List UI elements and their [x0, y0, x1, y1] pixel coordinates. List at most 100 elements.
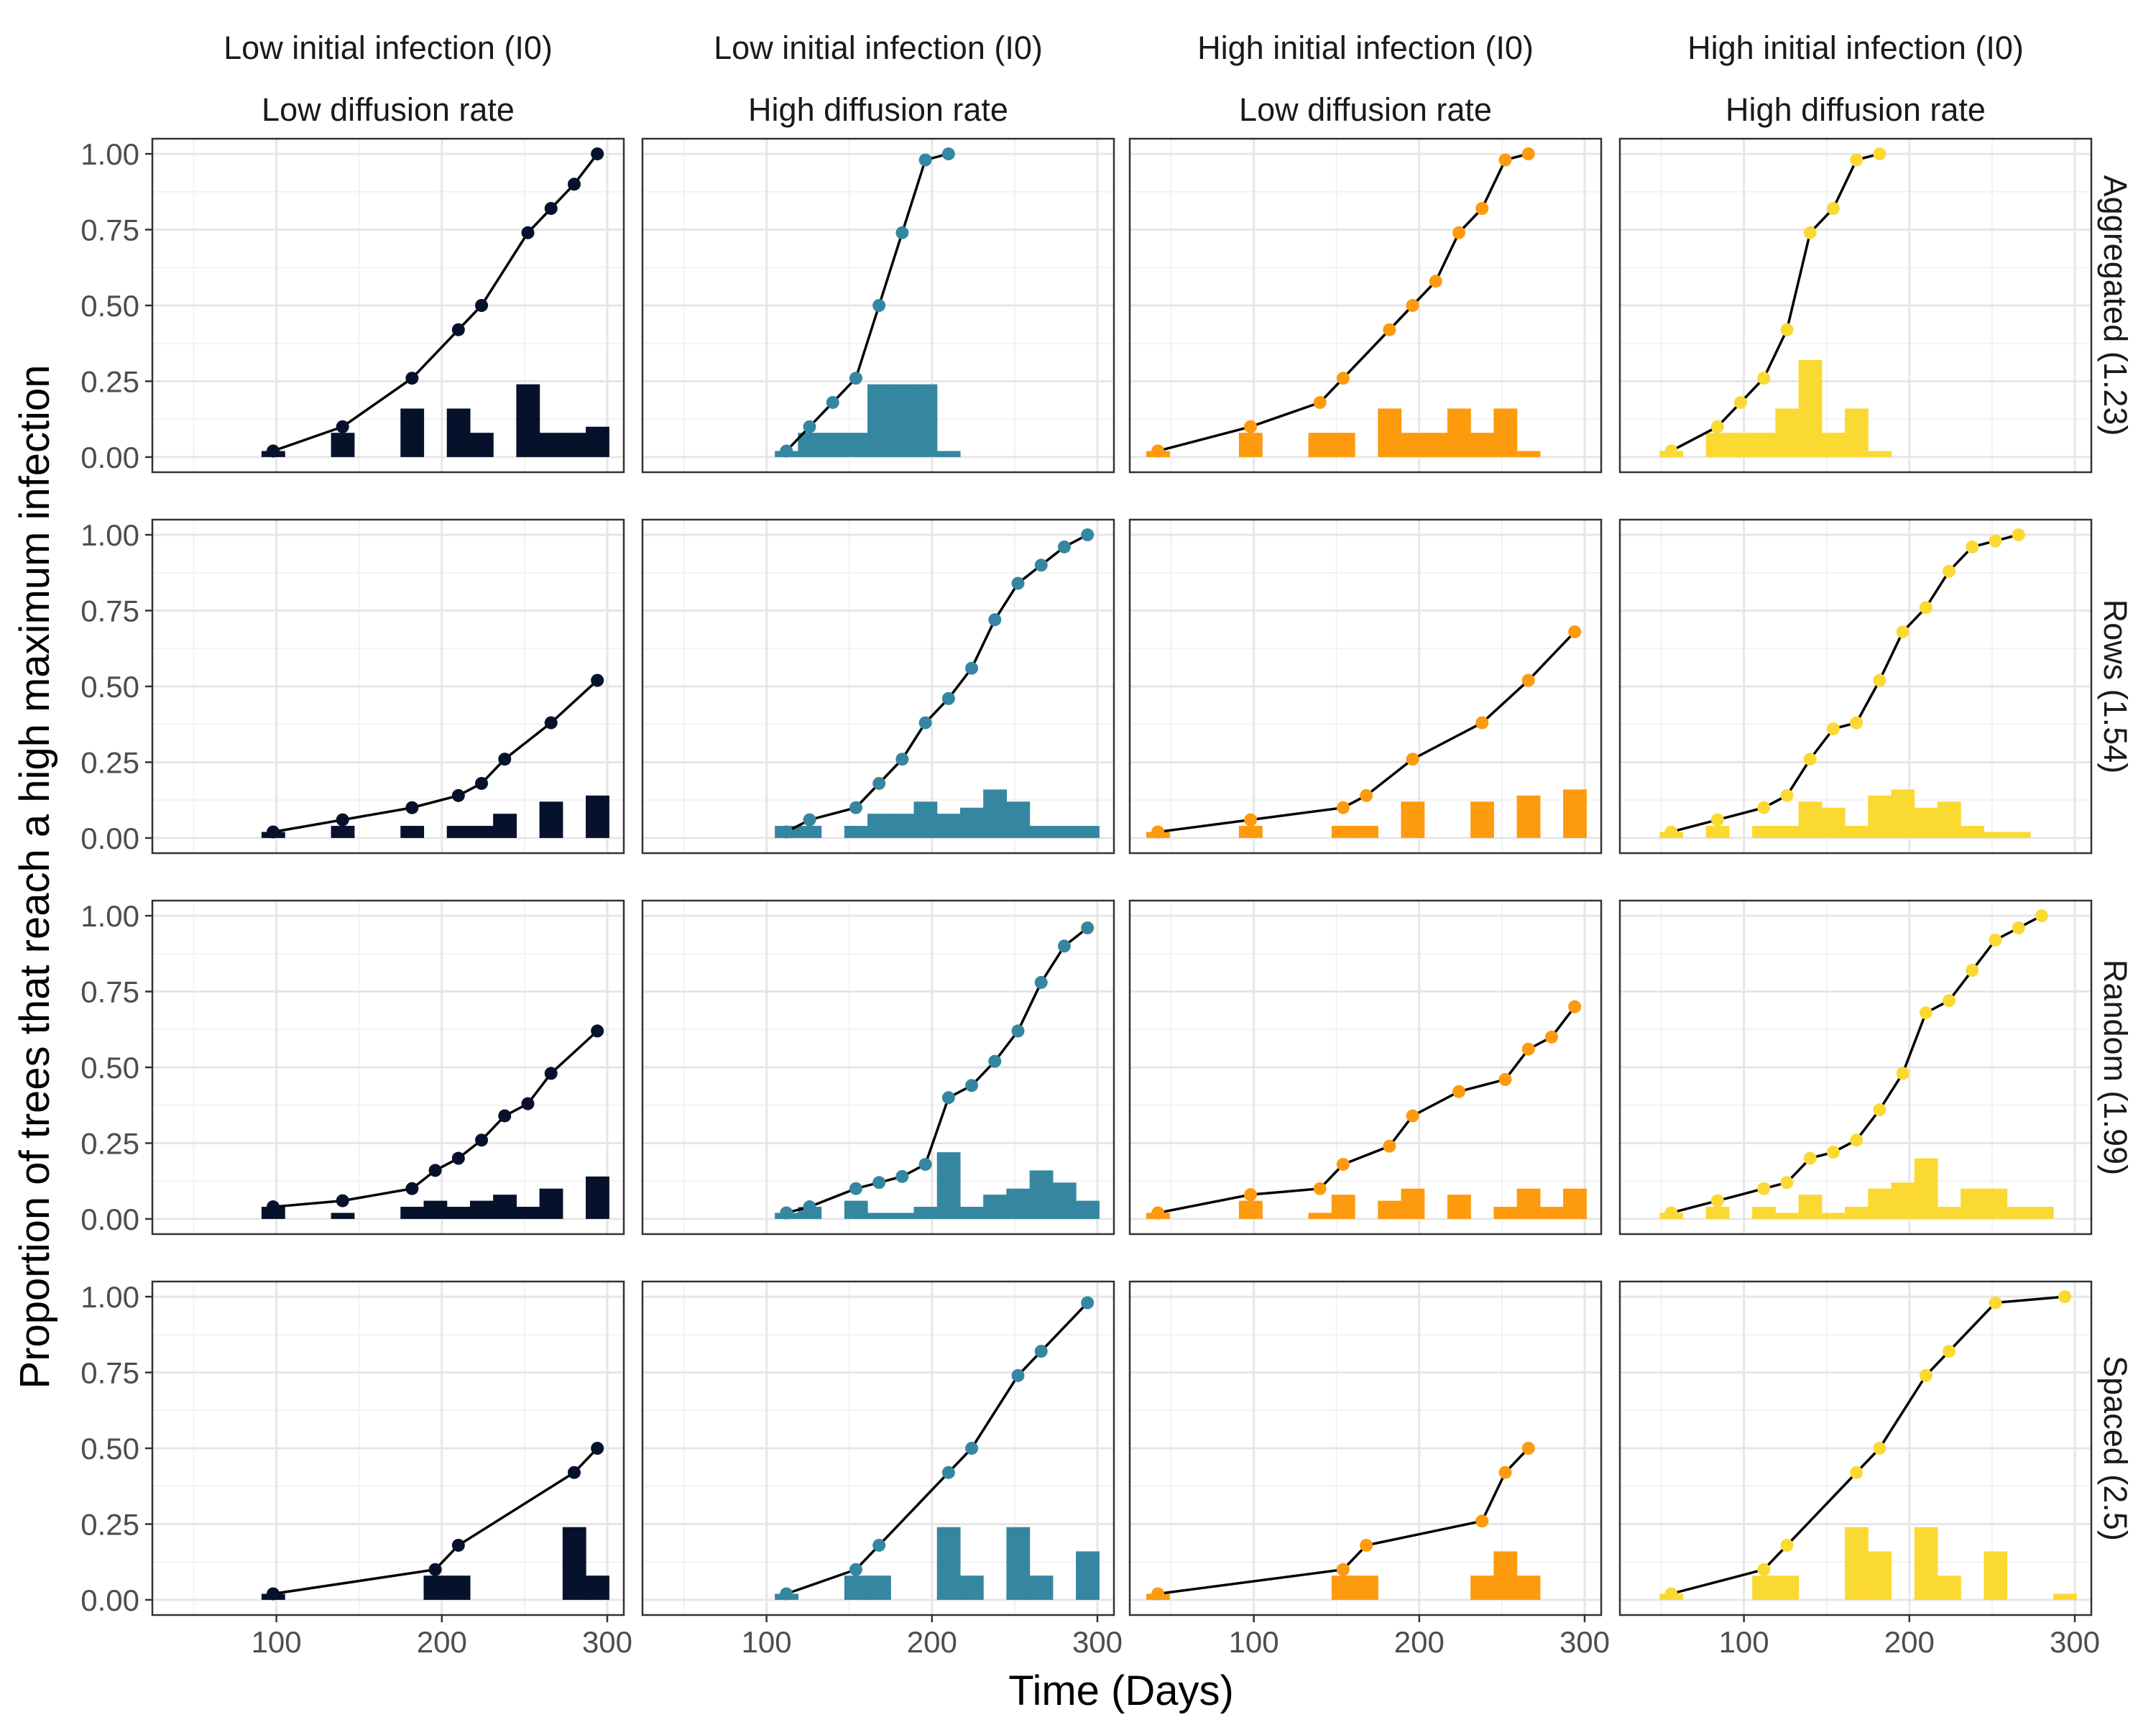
histogram-bar — [2007, 1207, 2031, 1219]
data-point — [544, 1067, 558, 1080]
panel-r1-c3 — [1128, 137, 1603, 474]
data-point — [1452, 1085, 1466, 1098]
panel-r3-c2 — [641, 899, 1115, 1236]
data-point — [918, 1157, 932, 1171]
column-header-line2: Low diffusion rate — [1239, 91, 1492, 128]
y-tick-label: 0.00 — [80, 1583, 139, 1617]
histogram-bar — [1331, 1576, 1355, 1600]
histogram-bar — [1331, 433, 1355, 457]
data-point — [1919, 601, 1932, 615]
histogram-bar — [1006, 801, 1031, 838]
data-point — [1081, 921, 1095, 934]
panel-r4-c3: 100 200 300 — [1128, 1280, 1610, 1659]
data-point — [780, 1206, 793, 1220]
data-point — [1081, 528, 1095, 542]
data-point — [1406, 1109, 1419, 1123]
histogram-bar — [400, 408, 425, 457]
histogram-bar — [446, 1576, 471, 1600]
histogram-bar — [516, 384, 540, 457]
data-point — [1336, 1157, 1350, 1171]
y-tick-label: 0.50 — [80, 1051, 139, 1085]
data-point — [965, 1442, 979, 1455]
data-point — [1336, 372, 1350, 385]
data-point — [1406, 753, 1419, 766]
data-point — [918, 716, 932, 730]
data-point — [849, 372, 862, 385]
data-point — [451, 1151, 465, 1165]
histogram-bar — [936, 814, 961, 838]
cumulative-line — [1157, 630, 1576, 834]
data-point — [1664, 825, 1678, 839]
data-point — [1873, 673, 1886, 687]
histogram-bar — [1937, 1207, 1961, 1219]
histogram-bar — [331, 826, 355, 838]
data-point — [1850, 716, 1864, 730]
panel-border — [641, 518, 1115, 855]
column-header-line1: High initial infection (I0) — [1197, 29, 1534, 66]
histogram-bar — [469, 826, 494, 838]
column-header-line2: Low diffusion rate — [262, 91, 515, 128]
data-point — [1873, 147, 1886, 161]
histogram-bar — [1331, 1195, 1355, 1219]
histogram-bar — [2053, 1593, 2077, 1600]
histogram-bar — [446, 1207, 471, 1219]
data-point — [1521, 673, 1535, 687]
data-point — [965, 661, 979, 675]
histogram-bar — [983, 789, 1007, 838]
panel-r2-c3 — [1128, 518, 1603, 855]
data-point — [803, 1200, 816, 1214]
histogram-bar — [1052, 1182, 1077, 1219]
data-point — [1710, 1194, 1724, 1208]
data-point — [780, 1587, 793, 1601]
column-header-line2: High diffusion rate — [748, 91, 1008, 128]
data-point — [451, 788, 465, 802]
cumulative-line — [272, 1030, 599, 1208]
histogram-bar — [936, 1152, 961, 1219]
panel-border — [1618, 518, 2093, 855]
histogram-bar — [1238, 433, 1263, 457]
histogram-bar — [1238, 1200, 1263, 1219]
panel-r3-c4 — [1618, 899, 2093, 1236]
panel-r1-c4 — [1618, 137, 2093, 474]
data-point — [1336, 1563, 1350, 1576]
data-point — [872, 1176, 886, 1190]
histogram-bar — [493, 1195, 517, 1219]
histogram-bar — [1821, 807, 1846, 838]
histogram-bar — [423, 1200, 448, 1219]
histogram-bar — [331, 1213, 355, 1219]
histogram-bar — [1401, 433, 1425, 457]
histogram-bar — [913, 801, 938, 838]
data-point — [1406, 299, 1419, 312]
data-point — [1803, 753, 1817, 766]
histogram-bar — [586, 1576, 609, 1600]
data-point — [1244, 420, 1258, 433]
row-label: Rows (1.54) — [2097, 599, 2134, 774]
data-point — [1919, 1006, 1932, 1020]
histogram-bar — [1006, 1188, 1031, 1219]
data-point — [1034, 558, 1048, 572]
histogram-bar — [586, 426, 609, 457]
histogram-bar — [1539, 1207, 1564, 1219]
histogram-bar — [400, 1207, 425, 1219]
histogram-bar — [1331, 826, 1355, 838]
histogram-bar — [1752, 1576, 1776, 1600]
data-point — [1151, 1206, 1165, 1220]
histogram-bar — [1845, 1207, 1869, 1219]
x-tick-label: 100 — [1719, 1625, 1769, 1659]
histogram-bar — [1076, 826, 1100, 838]
histogram-bar — [821, 433, 845, 457]
data-point — [1360, 1538, 1373, 1552]
column-header-line1: High initial infection (I0) — [1687, 29, 2024, 66]
data-point — [1943, 1345, 1956, 1358]
data-point — [1011, 1368, 1025, 1382]
histogram-bar — [1029, 1170, 1054, 1219]
y-tick-label: 1.00 — [80, 899, 139, 933]
y-tick-label: 1.00 — [80, 518, 139, 552]
data-point — [498, 1109, 512, 1123]
histogram-bar — [586, 795, 609, 838]
panel-r1-c1: 0.00 0.25 0.50 0.75 1.00 — [80, 137, 625, 474]
histogram-bar — [936, 1527, 961, 1600]
column-header-line1: Low initial infection (I0) — [224, 29, 553, 66]
y-tick-label: 0.25 — [80, 1126, 139, 1160]
